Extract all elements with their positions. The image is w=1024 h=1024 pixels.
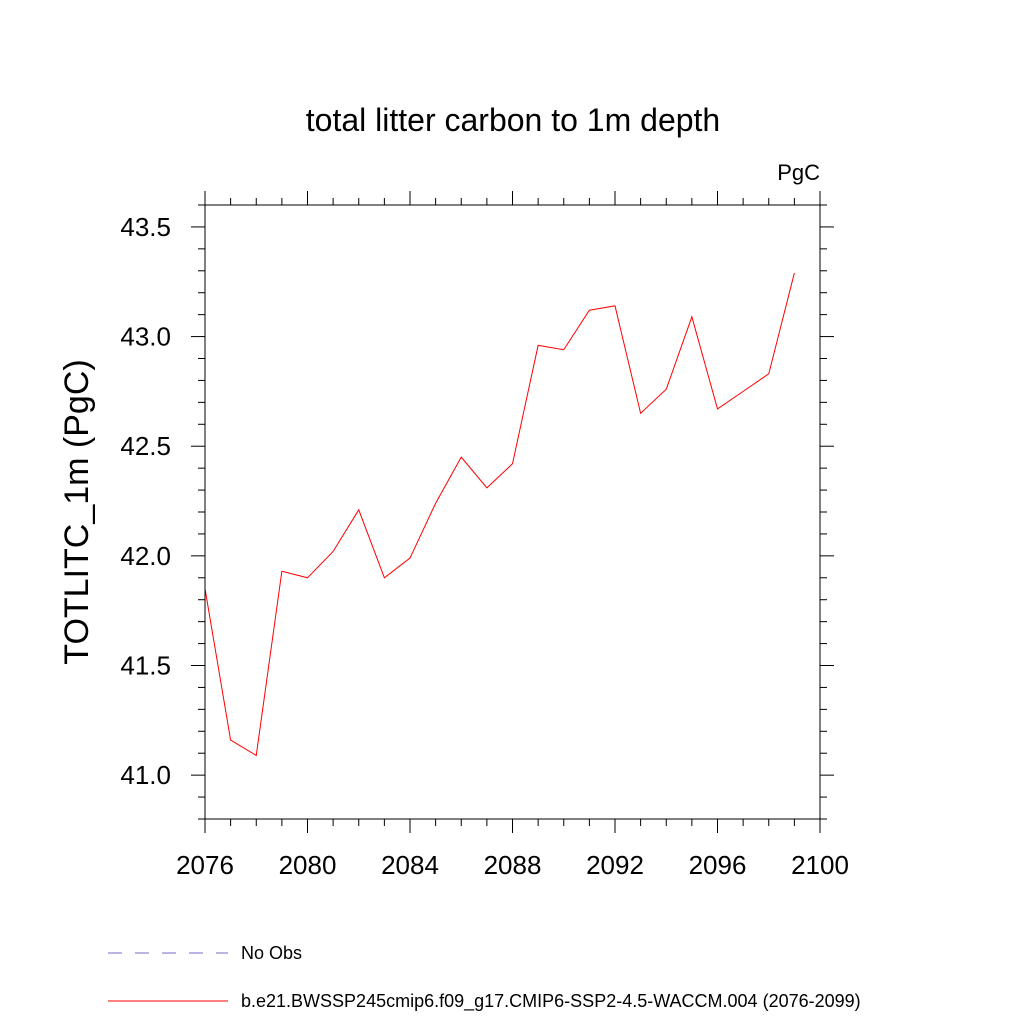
legend-label-no-obs: No Obs xyxy=(241,943,302,963)
x-tick-label: 2092 xyxy=(586,850,644,880)
data-point xyxy=(743,391,744,392)
axis-tick-labels: 2076 2080 2084 2088 2092 2096 2100 41.0 41.5 42.0… xyxy=(120,212,849,880)
chart-title: total litter carbon to 1m depth xyxy=(306,102,720,138)
data-point xyxy=(256,755,257,756)
y-tick-label: 42.0 xyxy=(120,541,171,571)
y-tick-label: 43.5 xyxy=(120,212,171,242)
x-tick-label: 2100 xyxy=(791,850,849,880)
plot-frame xyxy=(204,204,821,820)
legend-label-model-run: b.e21.BWSSP245cmip6.f09_g17.CMIP6-SSP2-4… xyxy=(241,991,861,1012)
data-point xyxy=(717,408,718,409)
series-layer xyxy=(204,272,795,757)
x-tick-label: 2088 xyxy=(484,850,542,880)
series-line-0 xyxy=(204,272,795,757)
y-tick-label: 43.0 xyxy=(120,322,171,352)
data-point xyxy=(307,577,308,578)
x-tick-label: 2084 xyxy=(381,850,439,880)
data-point xyxy=(461,457,462,458)
data-point xyxy=(794,272,795,273)
data-point xyxy=(409,557,410,558)
data-point xyxy=(333,551,334,552)
data-point xyxy=(589,310,590,311)
data-point xyxy=(538,345,539,346)
x-tick-label: 2096 xyxy=(689,850,747,880)
data-point xyxy=(666,389,667,390)
data-point xyxy=(512,463,513,464)
y-axis-label: TOTLITC_1m (PgC) xyxy=(58,359,96,664)
data-point xyxy=(281,571,282,572)
units-label: PgC xyxy=(777,160,820,185)
y-tick-label: 42.5 xyxy=(120,431,171,461)
y-tick-label: 41.0 xyxy=(120,760,171,790)
data-point xyxy=(768,373,769,374)
data-point xyxy=(435,503,436,504)
x-tick-label: 2076 xyxy=(176,850,234,880)
data-point xyxy=(486,487,487,488)
y-tick-label: 41.5 xyxy=(120,651,171,681)
data-point xyxy=(384,577,385,578)
x-tick-label: 2080 xyxy=(279,850,337,880)
data-point xyxy=(640,413,641,414)
data-point xyxy=(614,305,615,306)
data-point xyxy=(691,316,692,317)
legend: No Obs b.e21.BWSSP245cmip6.f09_g17.CMIP6… xyxy=(108,943,861,1012)
axis-ticks xyxy=(191,191,834,833)
data-point xyxy=(230,739,231,740)
data-point xyxy=(358,509,359,510)
data-point xyxy=(563,349,564,350)
